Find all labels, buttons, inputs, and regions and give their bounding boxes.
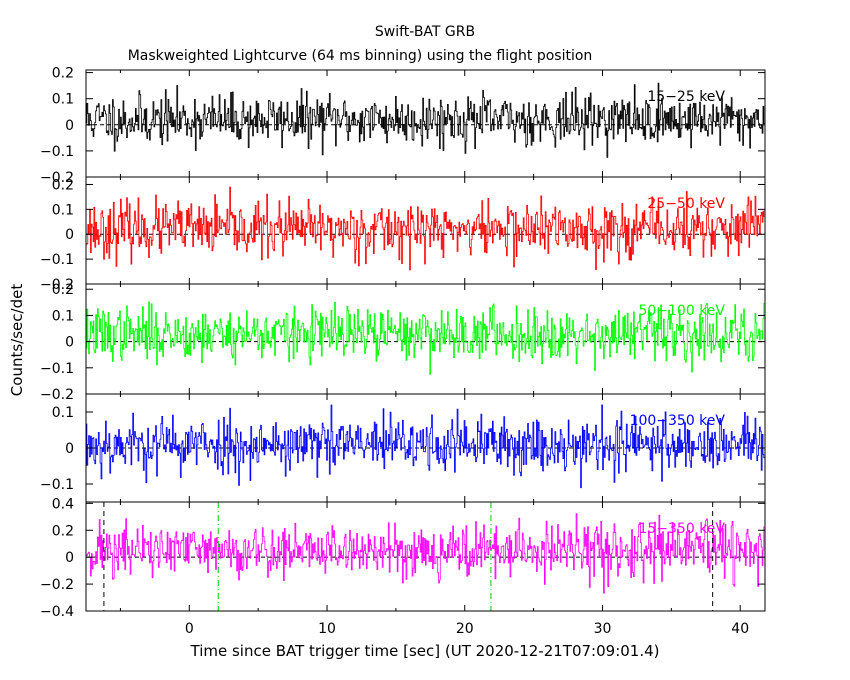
x-axis-label: Time since BAT trigger time [sec] (UT 20… — [190, 642, 660, 660]
y-tick-label: −0.2 — [40, 170, 74, 186]
panel-100-350-kev: 0.1 0 −0.1 100−350 keV — [40, 393, 766, 503]
y-tick-label: −0.4 — [40, 604, 74, 620]
y-tick-label: 0.2 — [52, 282, 74, 298]
y-tick-label: 0.1 — [52, 405, 74, 421]
band-label: 15−350 keV — [638, 521, 725, 537]
y-tick-label: −0.1 — [40, 361, 74, 377]
y-tick-label: 0.2 — [52, 177, 74, 193]
y-tick-label: 0.1 — [52, 308, 74, 324]
panel-15-350-kev: 0.4 0.2 0 −0.2 −0.4 15−350 keV — [40, 496, 766, 620]
y-tick-label: 0.2 — [52, 66, 74, 82]
y-tick-label: −0.2 — [40, 577, 74, 593]
series-line — [86, 186, 765, 271]
y-tick-label: 0 — [65, 550, 74, 566]
y-tick-label: 0.1 — [52, 92, 74, 108]
x-tick-label: 10 — [318, 621, 336, 637]
series-line — [86, 404, 765, 489]
panel-50-100-kev: 0.2 0.1 0 −0.1 −0.2 50−100 keV — [40, 282, 766, 403]
band-label: 25−50 keV — [647, 196, 725, 212]
y-tick-label: 0.2 — [52, 523, 74, 539]
y-tick-label: −0.1 — [40, 477, 74, 493]
y-tick-label: 0.1 — [52, 202, 74, 218]
y-tick-label: −0.1 — [40, 252, 74, 268]
series-line — [86, 513, 765, 594]
band-label: 50−100 keV — [638, 303, 725, 319]
y-axis-label: Counts/sec/det — [8, 284, 26, 397]
y-tick-label: −0.1 — [40, 144, 74, 160]
panel-15-25-kev: 0.2 0.1 0 −0.1 −0.2 15−25 keV — [40, 66, 766, 186]
y-tick-label: −0.2 — [40, 387, 74, 403]
chart-subtitle: Maskweighted Lightcurve (64 ms binning) … — [128, 48, 593, 64]
band-label: 15−25 keV — [647, 89, 725, 105]
y-tick-label: 0 — [65, 441, 74, 457]
series-line — [86, 301, 765, 375]
panel-25-50-kev: 0.2 0.1 0 −0.1 −0.2 25−50 keV — [40, 176, 766, 293]
series-line — [86, 82, 765, 158]
y-tick-label: 0 — [65, 118, 74, 134]
x-tick-label: 0 — [185, 621, 194, 637]
panel-frame — [85, 501, 766, 612]
band-label: 100−350 keV — [630, 413, 726, 429]
x-tick-label: 20 — [456, 621, 474, 637]
y-tick-label: 0.4 — [52, 496, 74, 512]
y-tick-label: −0.2 — [40, 277, 74, 293]
chart-title: Swift-BAT GRB — [375, 24, 475, 40]
y-tick-label: 0 — [65, 335, 74, 351]
x-tick-label: 30 — [594, 621, 612, 637]
y-tick-label: 0 — [65, 227, 74, 243]
x-tick-label: 40 — [731, 621, 749, 637]
panels-group: 0.2 0.1 0 −0.1 −0.2 15−25 keV 0.2 0.1 0 −0.1 −0.2 2… — [40, 66, 766, 637]
